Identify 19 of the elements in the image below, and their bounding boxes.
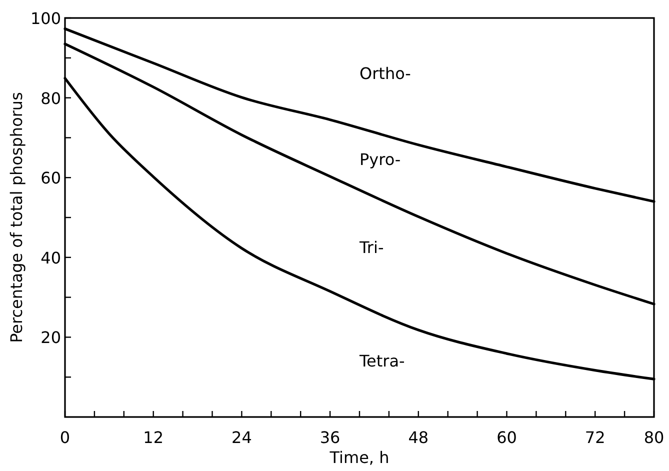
x-tick-label: 80 [644,428,664,447]
x-tick-label: 36 [320,428,340,447]
x-tick-label: 60 [496,428,517,447]
x-tick-label: 12 [143,428,164,447]
y-tick-label: 60 [40,168,61,188]
y-tick-label: 80 [40,88,61,108]
x-tick-label: 0 [60,428,70,447]
annotation: Tetra- [358,352,405,371]
x-tick-label: 48 [408,428,429,447]
y-tick-label: 40 [40,248,61,268]
x-tick-label: 72 [584,428,606,447]
y-axis-title: Percentage of total phosphorus [7,92,26,343]
y-tick-label: 100 [30,9,61,28]
y-tick-label: 20 [40,328,61,348]
x-axis-title: Time, h [328,448,390,467]
x-tick-label: 24 [232,428,252,447]
annotation: Pyro- [360,150,401,169]
annotation: Tri- [358,238,384,258]
annotation: Ortho- [360,64,411,84]
